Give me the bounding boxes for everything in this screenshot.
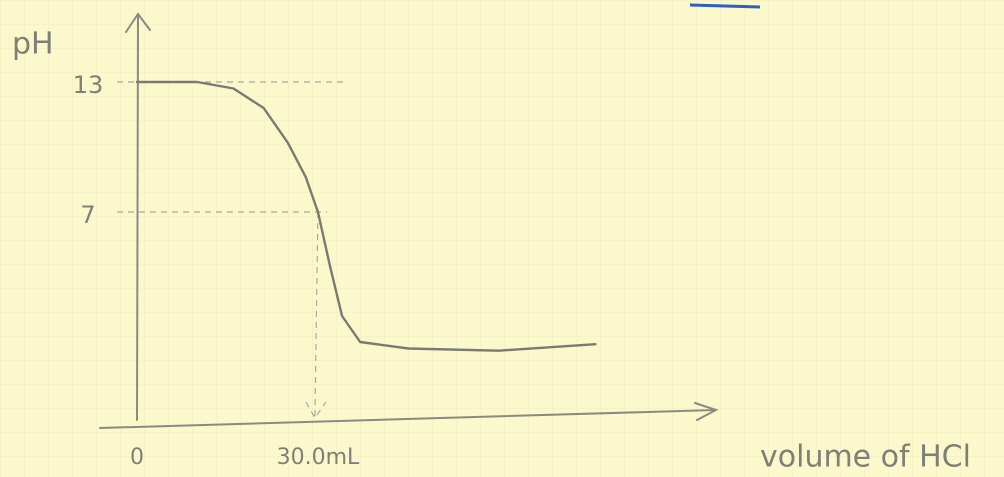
pen-stroke (690, 5, 760, 7)
y-tick-label: 7 (80, 201, 95, 229)
x-axis-title: volume of HCl (760, 440, 971, 475)
y-axis-title: pH (12, 27, 54, 62)
x-tick-label: 0 (130, 445, 144, 470)
y-tick-label: 13 (73, 71, 104, 99)
paper (0, 0, 1004, 477)
x-tick-label: 30.0mL (277, 445, 360, 470)
chart: pH volume of HCl 7 13 0 30.0mL (0, 0, 1004, 477)
